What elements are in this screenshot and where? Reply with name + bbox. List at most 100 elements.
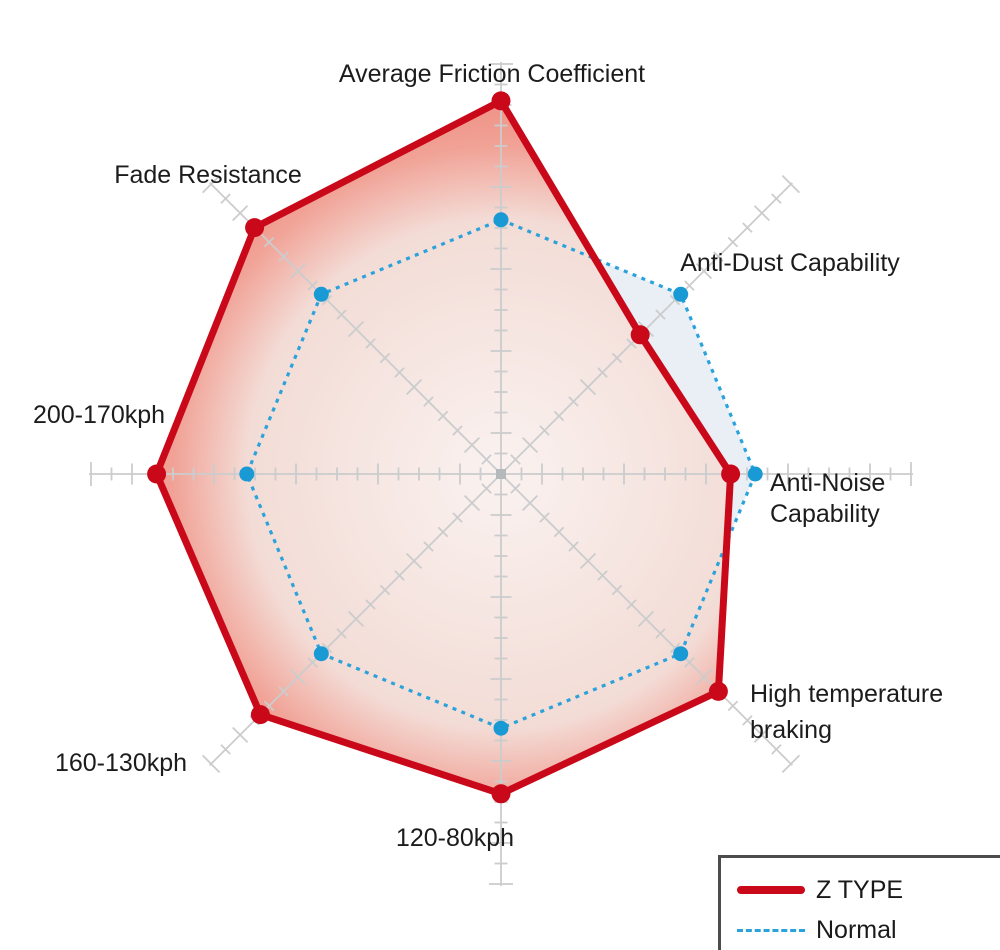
tick [405,378,423,396]
z-type-area [156,100,731,794]
tick [220,193,231,204]
axis-ticks-3 [510,483,801,774]
tick [452,425,463,436]
tick [220,744,231,755]
tick [278,251,289,262]
tick [637,610,655,628]
tick [232,726,249,743]
tick [597,570,608,581]
z-type-point-1 [630,325,650,345]
tick [437,410,449,422]
tick [579,552,597,570]
tick [278,686,289,697]
tick [568,396,579,407]
legend-label-z-type: Z TYPE [816,875,904,904]
tick [394,367,405,378]
tick [626,599,637,610]
tick [463,494,481,512]
normal-point-5 [313,646,329,662]
tick [669,642,681,654]
axis-line-3 [500,473,793,766]
tick [336,628,347,639]
normal-point-2 [747,466,763,482]
normal-point-0 [493,212,509,228]
center-marker [496,469,506,479]
normal-point-4 [493,720,509,736]
axis-label-4: 120-80kph [396,824,514,852]
axis-label-line: 200-170kph [33,401,165,429]
tick [611,584,623,596]
legend-label-normal: Normal [816,915,897,944]
tick [539,512,550,523]
axis-ticks-4 [489,493,513,885]
tick [611,352,623,364]
tick [263,236,275,248]
axis-ticks-7 [201,174,492,465]
tick [394,570,405,581]
tick [626,338,637,349]
normal-point-1 [673,286,689,302]
tick [481,483,492,494]
tick [553,410,565,422]
z-type-point-7 [245,218,265,238]
tick [321,642,333,654]
tick [553,526,565,538]
tick [771,193,782,204]
tick [727,236,739,248]
tick [742,222,753,233]
legend: Z TYPE Normal [718,855,1000,950]
tick [781,754,801,774]
axis-ticks-5 [201,483,492,774]
tick [423,541,434,552]
tick [742,715,753,726]
tick [307,657,318,668]
z-type-point-0 [491,91,511,111]
tick [684,657,695,668]
tick [713,251,724,262]
tick [539,425,550,436]
tick [695,668,713,686]
tick [481,454,492,465]
axis-label-line: Anti-Noise [770,469,885,497]
z-type-line-swatch [737,886,805,894]
tick [365,338,376,349]
axis-label-2: Anti-Noise Capability [770,469,885,528]
axis-label-6: 200-170kph [33,401,165,429]
tick [669,294,681,306]
axis-label-line: Anti-Dust Capability [680,249,900,277]
tick [695,262,713,280]
tick [753,726,770,743]
tick [347,320,365,338]
tick [201,174,221,194]
axis-label-line: Average Friction Coefficient [339,60,645,88]
tick [521,494,539,512]
tick [463,436,481,454]
axis-label-line: Fade Resistance [114,161,302,189]
tick [452,512,463,523]
z-type-point-2 [721,464,741,484]
tick [232,205,249,222]
tick [510,454,521,465]
tick [579,378,597,396]
z-type-point-3 [708,681,728,701]
axis-label-line: 160-130kph [55,749,187,777]
tick [510,483,521,494]
tick [405,552,423,570]
tick [307,280,318,291]
axis-label-5: 160-130kph [55,749,187,777]
tick [771,744,782,755]
normal-line-swatch [737,928,805,932]
tick [781,174,801,194]
z-type-point-6 [147,464,167,484]
tick [437,526,449,538]
axis-ticks-2 [520,462,912,486]
tick [423,396,434,407]
tick [597,367,608,378]
tick [347,610,365,628]
tick [321,294,333,306]
tick [336,309,347,320]
axis-label-line: braking [750,716,832,744]
axis-label-line: Capability [770,500,880,528]
axis-ticks-0 [489,63,513,455]
